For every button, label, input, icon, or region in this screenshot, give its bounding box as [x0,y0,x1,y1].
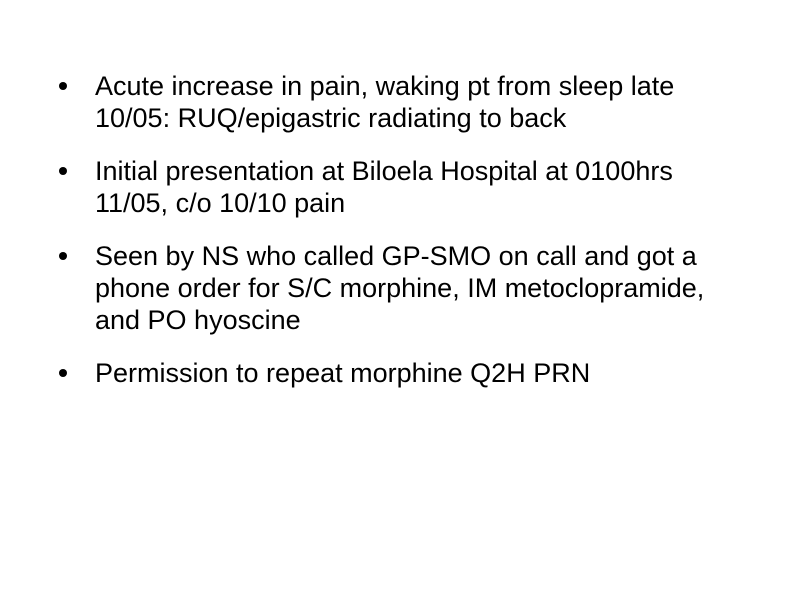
list-item: Permission to repeat morphine Q2H PRN [55,357,739,389]
bullet-icon [59,82,67,90]
list-item: Acute increase in pain, waking pt from s… [55,70,739,135]
bullet-icon [59,252,67,260]
bullet-text: Permission to repeat morphine Q2H PRN [95,358,590,388]
list-item: Seen by NS who called GP-SMO on call and… [55,240,739,337]
bullet-text: Acute increase in pain, waking pt from s… [95,71,674,133]
slide: Acute increase in pain, waking pt from s… [0,0,794,595]
bullet-list: Acute increase in pain, waking pt from s… [55,70,739,389]
bullet-icon [59,369,67,377]
bullet-text: Initial presentation at Biloela Hospital… [95,156,673,218]
bullet-icon [59,167,67,175]
bullet-text: Seen by NS who called GP-SMO on call and… [95,241,704,336]
list-item: Initial presentation at Biloela Hospital… [55,155,739,220]
